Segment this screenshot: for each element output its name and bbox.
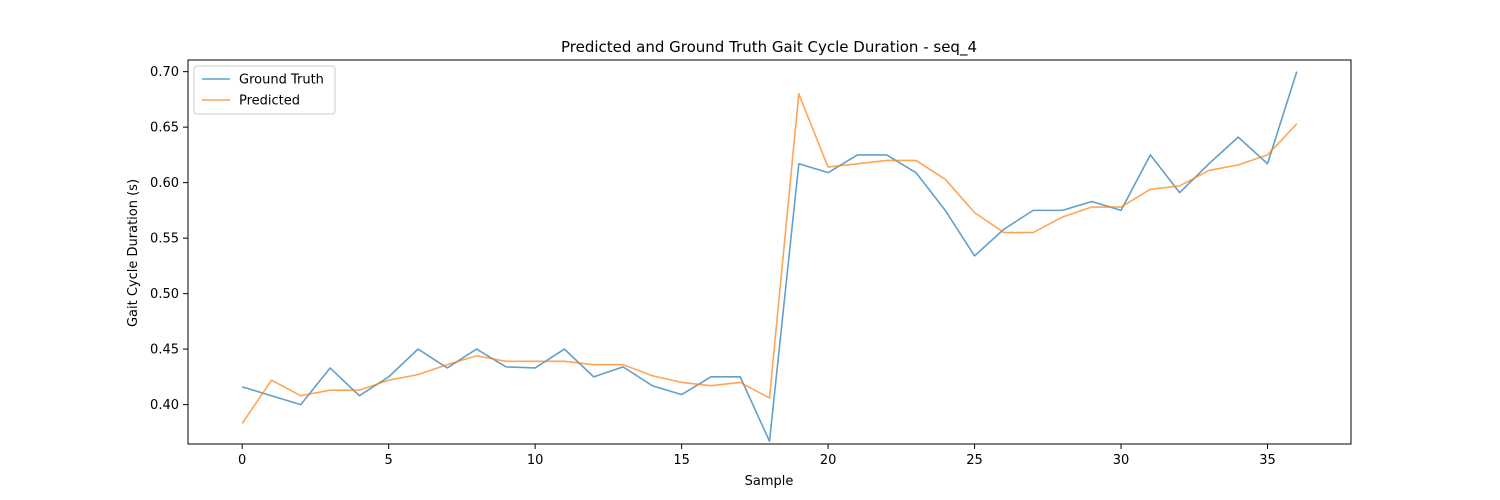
series-line-predicted bbox=[241, 93, 1298, 424]
y-tick-label: 0.50 bbox=[150, 287, 179, 302]
x-axis-label: Sample bbox=[745, 474, 794, 489]
x-tick-label: 25 bbox=[966, 453, 983, 468]
x-tick-label: 10 bbox=[527, 453, 544, 468]
y-tick-label: 0.55 bbox=[150, 232, 179, 247]
y-tick-label: 0.70 bbox=[150, 65, 179, 80]
y-tick-label: 0.65 bbox=[150, 121, 179, 136]
x-tick-label: 0 bbox=[238, 453, 246, 468]
y-tick-label: 0.60 bbox=[150, 176, 179, 191]
x-tick-label: 15 bbox=[673, 453, 690, 468]
x-tick-label: 5 bbox=[385, 453, 393, 468]
legend: Ground Truth Predicted bbox=[193, 65, 336, 115]
legend-label: Ground Truth bbox=[239, 73, 324, 88]
plot-area bbox=[187, 59, 1352, 445]
y-axis-label: Gait Cycle Duration (s) bbox=[126, 179, 141, 327]
ticks-layer: 0 5 10 15 20 25 30 35 0.40 0.45 0.50 0.55 0.60 0.65 0.… bbox=[150, 65, 1276, 468]
legend-label: Predicted bbox=[239, 94, 300, 109]
y-tick-label: 0.40 bbox=[150, 398, 179, 413]
series-line-ground-truth bbox=[241, 71, 1298, 443]
x-tick-label: 30 bbox=[1113, 453, 1130, 468]
x-tick-label: 35 bbox=[1259, 453, 1276, 468]
x-tick-label: 20 bbox=[820, 453, 837, 468]
y-tick-label: 0.45 bbox=[150, 343, 179, 358]
series-layer bbox=[241, 71, 1298, 443]
legend-frame bbox=[193, 65, 336, 115]
chart-title: Predicted and Ground Truth Gait Cycle Du… bbox=[561, 38, 977, 57]
